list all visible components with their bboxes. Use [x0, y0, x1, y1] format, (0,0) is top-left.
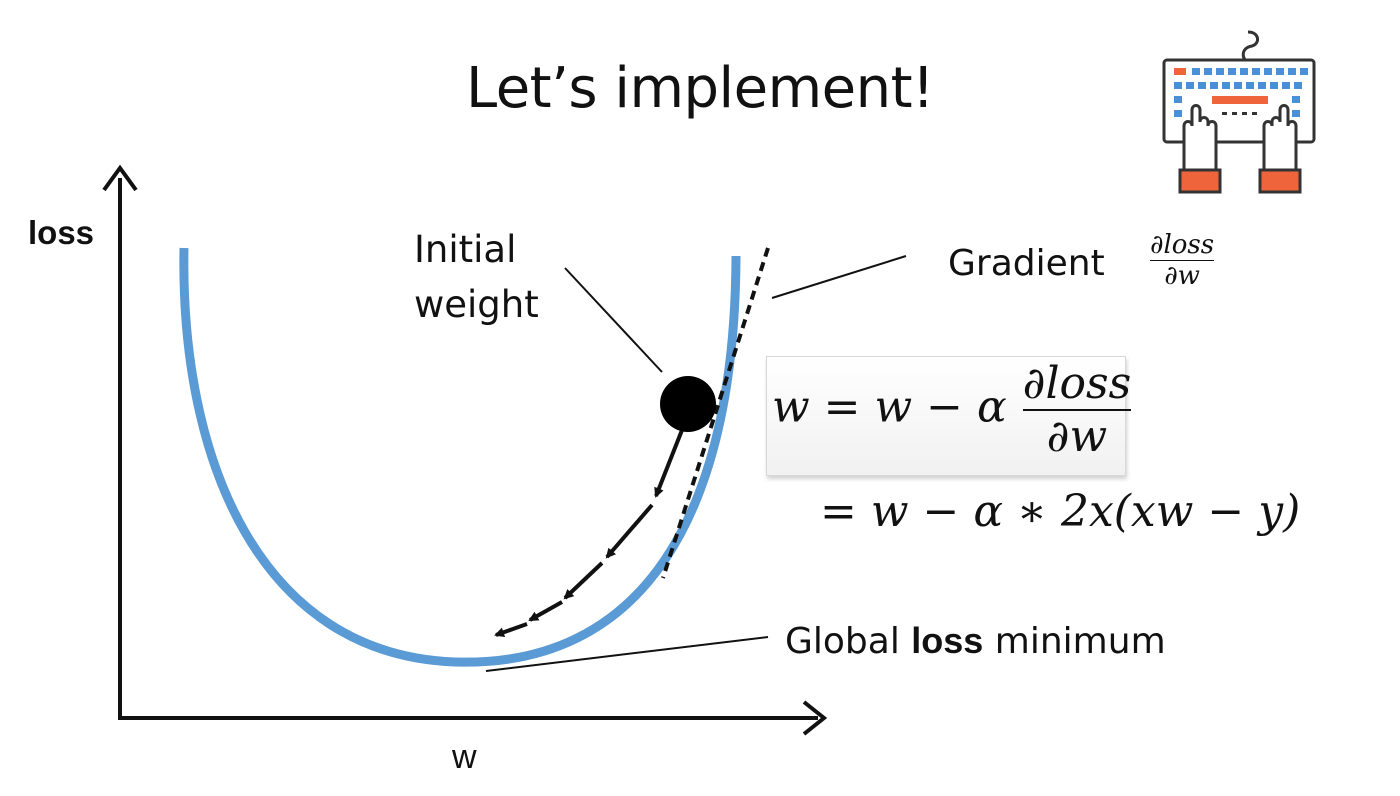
- global-min-label: Global loss minimum: [785, 620, 1166, 662]
- descent-arrow-3: [563, 561, 604, 600]
- gradient-tangent-line: [661, 247, 770, 579]
- update-rule-denominator: ∂w: [1022, 409, 1132, 462]
- update-rule-lhs: w = w − α: [772, 381, 1007, 433]
- y-axis-arrowhead: [102, 164, 138, 192]
- update-rule-numerator: ∂loss: [1022, 358, 1132, 409]
- global-min-pre: Global: [785, 621, 900, 662]
- descent-arrow-5: [494, 622, 528, 638]
- slide-title: Let’s implement!: [466, 56, 934, 121]
- initial-weight-label-line2: weight: [414, 283, 539, 326]
- update-rule: w = w − α ∂loss ∂w: [772, 358, 1132, 462]
- gradient-numerator: ∂loss: [1150, 230, 1215, 260]
- x-axis-arrowhead: [802, 700, 828, 736]
- update-rule-expanded: = w − α ∗ 2x(xw − y): [820, 486, 1301, 537]
- global-min-bold: loss: [911, 620, 984, 661]
- descent-arrow-2: [605, 503, 654, 559]
- initial-weight-label-line1: Initial: [414, 228, 517, 271]
- loss-curve: [179, 247, 741, 667]
- y-axis-label: loss: [28, 214, 95, 251]
- descent-arrow-4: [528, 600, 563, 622]
- initial-weight-leader: [564, 267, 663, 373]
- initial-weight-label: Initial weight: [414, 222, 539, 332]
- descent-arrow-1: [654, 424, 686, 498]
- keyboard-typing-hands-icon: [1162, 30, 1316, 194]
- gradient-fraction: ∂loss ∂w: [1150, 230, 1215, 291]
- gradient-denominator: ∂w: [1150, 260, 1215, 291]
- global-min-leader: [485, 636, 769, 672]
- gradient-label: Gradient: [948, 243, 1105, 284]
- initial-weight-ball: [660, 376, 716, 432]
- update-rule-box: [766, 356, 1126, 476]
- gradient-leader: [771, 255, 907, 299]
- x-axis-label: w: [452, 738, 477, 776]
- global-min-post: minimum: [994, 621, 1166, 662]
